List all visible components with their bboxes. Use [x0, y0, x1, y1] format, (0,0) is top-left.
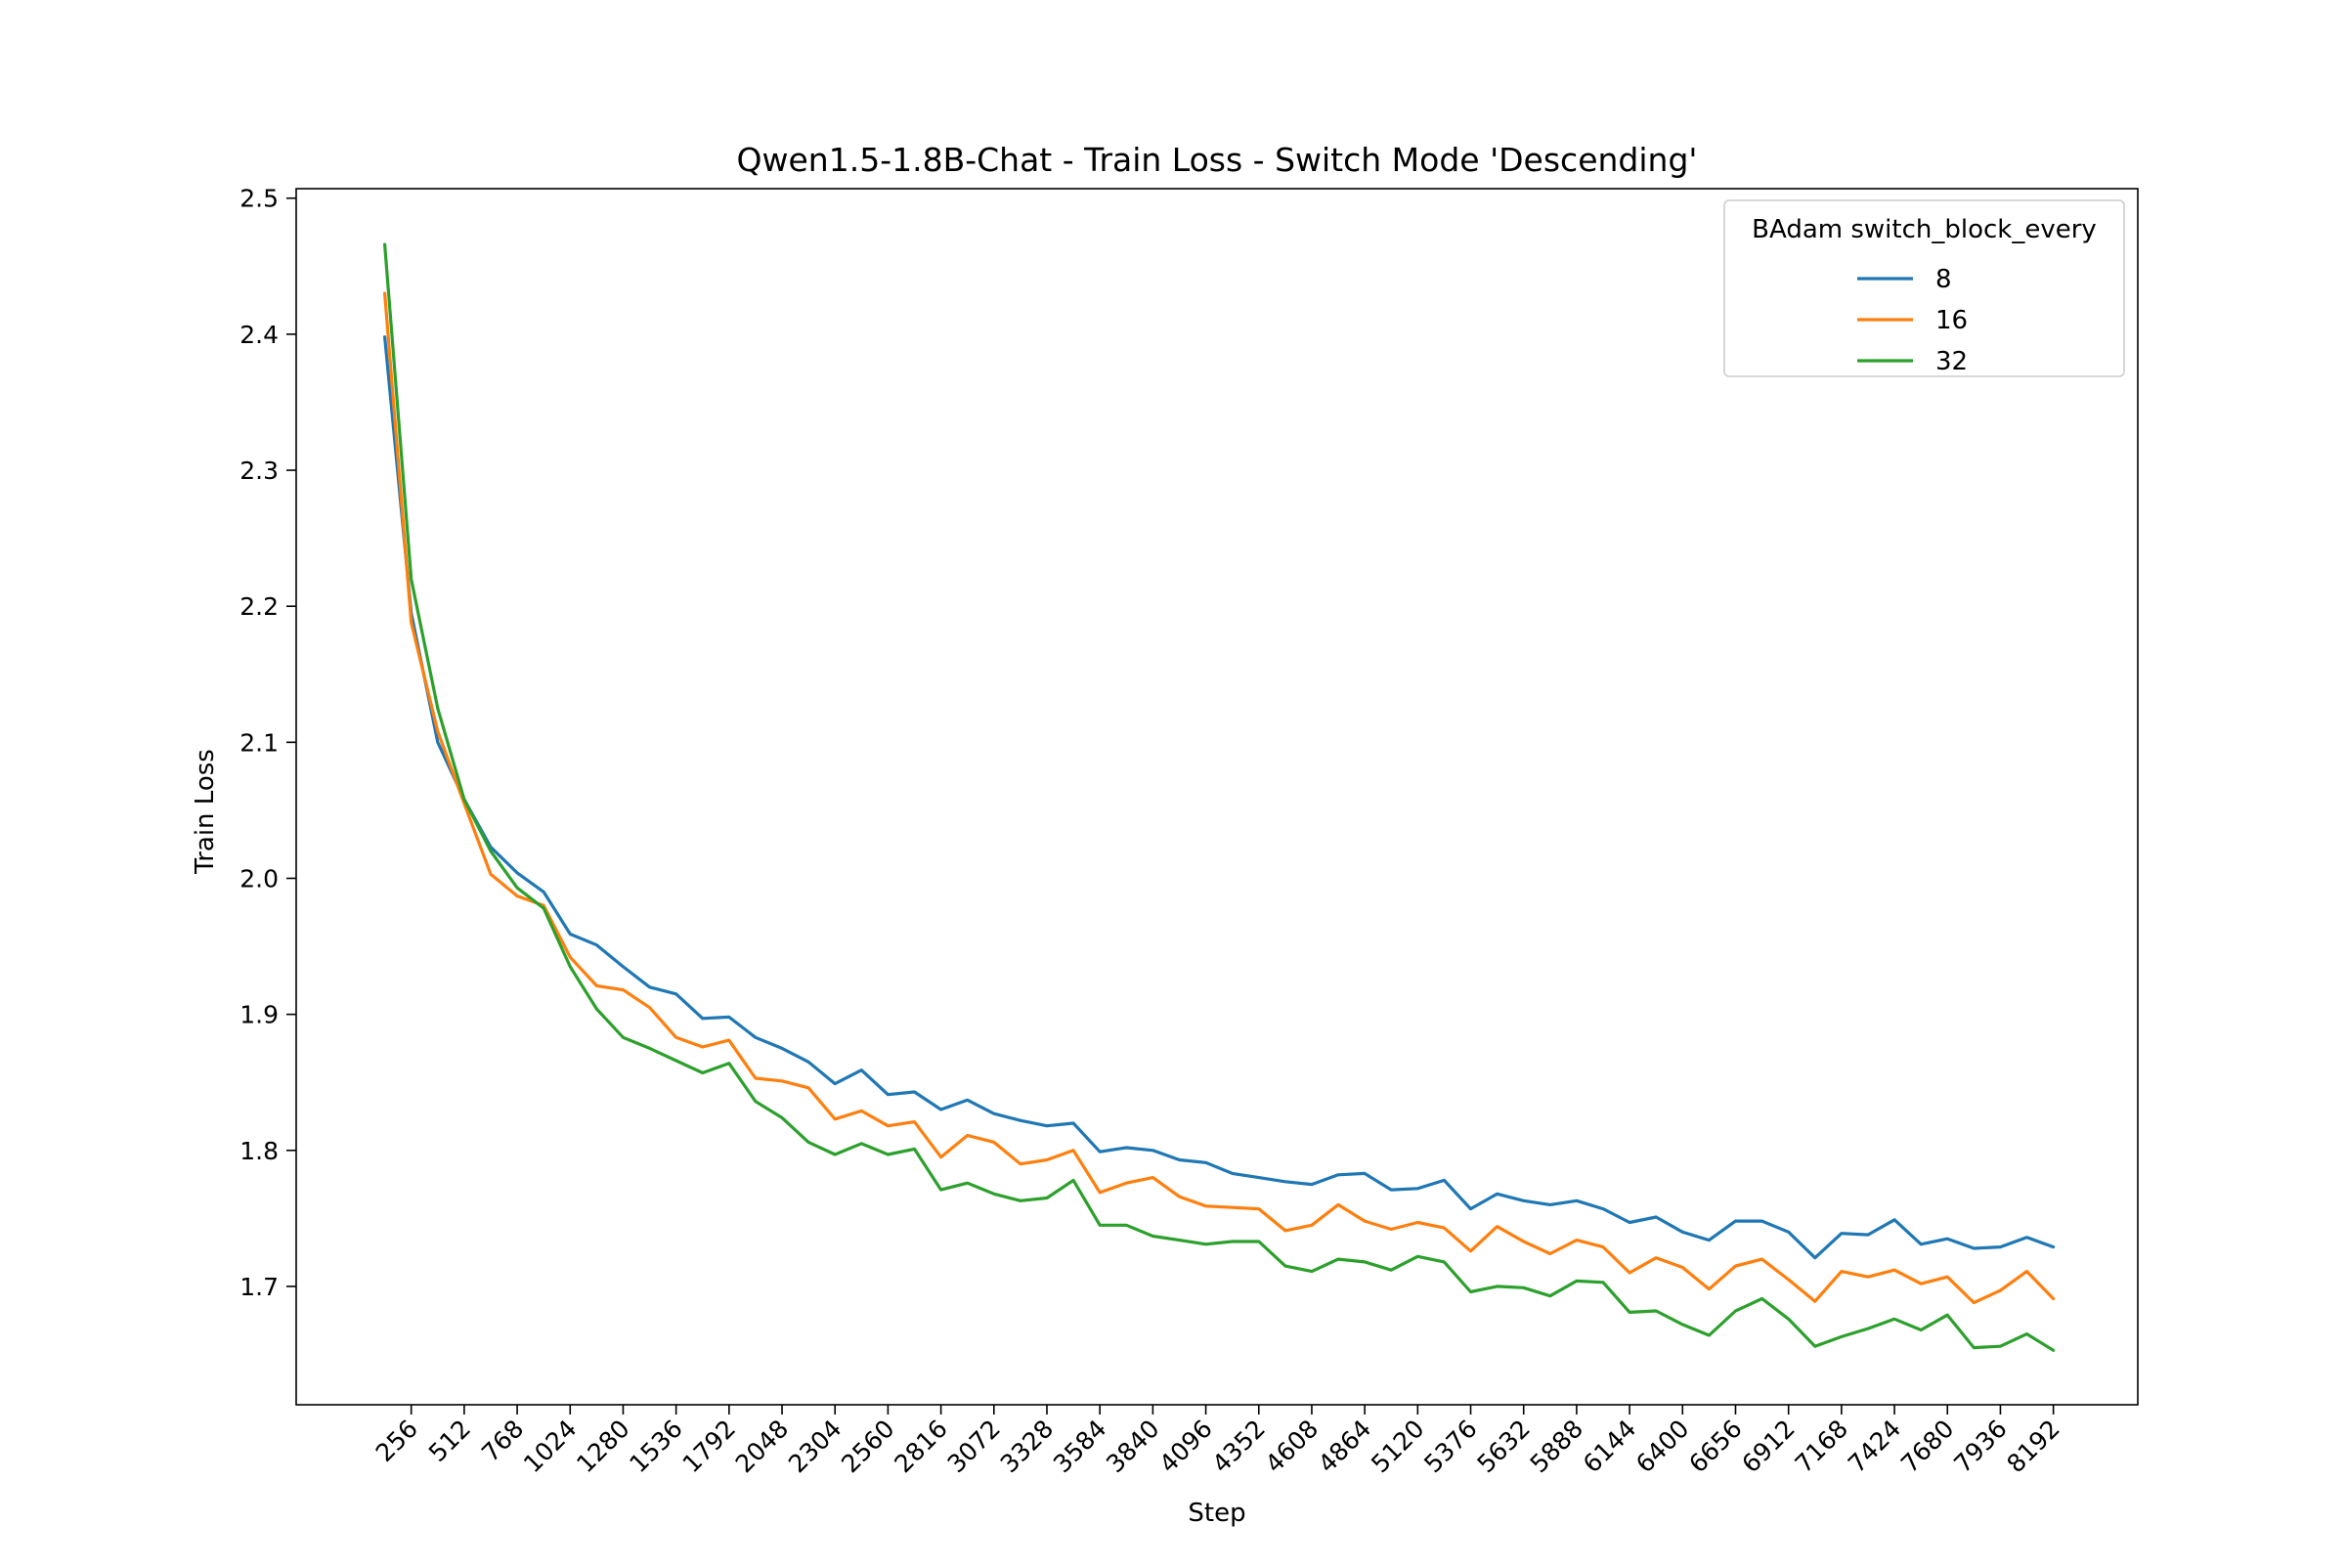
y-tick-label: 2.3	[239, 457, 279, 485]
y-tick-label: 1.9	[239, 1001, 279, 1029]
series-line-16	[383, 291, 2056, 1305]
x-tick-label: 6912	[1736, 1415, 1800, 1478]
x-tick-label: 256	[370, 1415, 423, 1467]
x-tick-label: 7168	[1790, 1415, 1853, 1478]
legend-label-8: 8	[1935, 265, 1952, 294]
x-tick-label: 3584	[1048, 1415, 1111, 1478]
x-tick-label: 2560	[836, 1415, 899, 1478]
x-tick-label: 1280	[571, 1415, 634, 1478]
x-tick-label: 7680	[1895, 1415, 1959, 1478]
x-tick-label: 1792	[677, 1415, 741, 1478]
x-tick-label: 1536	[624, 1415, 687, 1478]
x-tick-label: 5888	[1525, 1415, 1588, 1478]
y-tick-label: 1.8	[239, 1137, 279, 1165]
y-tick-label: 1.7	[239, 1273, 279, 1301]
x-tick-label: 6656	[1683, 1415, 1747, 1478]
y-tick-label: 2.4	[239, 321, 279, 349]
x-tick-label: 3328	[995, 1415, 1059, 1478]
legend-label-32: 32	[1935, 347, 1968, 376]
plot-frame	[295, 188, 2139, 1406]
chart-title: Qwen1.5-1.8B-Chat - Train Loss - Switch …	[737, 141, 1698, 179]
x-tick-label: 7936	[1948, 1415, 2012, 1478]
x-tick-label: 4096	[1153, 1415, 1217, 1478]
x-tick-label: 4864	[1313, 1415, 1376, 1478]
y-tick-label: 2.1	[239, 728, 279, 757]
x-axis-label: Step	[1188, 1499, 1245, 1528]
series-line-8	[383, 335, 2056, 1260]
x-tick-label: 8192	[2001, 1415, 2064, 1478]
x-tick-label: 2816	[889, 1415, 952, 1478]
series-layer	[383, 242, 2056, 1352]
x-tick-label: 5632	[1471, 1415, 1535, 1478]
legend: BAdam switch_block_every 8 16 32	[1723, 199, 2125, 377]
y-tick-label: 2.5	[239, 185, 279, 213]
legend-title: BAdam switch_block_every	[1752, 215, 2097, 244]
x-tick-label: 4608	[1260, 1415, 1324, 1478]
x-tick-label: 5376	[1418, 1415, 1482, 1478]
x-tick-label: 2048	[730, 1415, 794, 1478]
x-tick-label: 2304	[783, 1415, 847, 1478]
x-tick-label: 7424	[1843, 1415, 1906, 1478]
y-axis-label: Train Loss	[191, 749, 220, 875]
x-tick-label: 6400	[1630, 1415, 1694, 1478]
series-line-32	[383, 242, 2056, 1352]
x-tick-label: 5120	[1366, 1415, 1429, 1478]
x-tick-label: 1024	[518, 1415, 582, 1478]
x-tick-label: 3072	[942, 1415, 1006, 1478]
y-tick-label: 2.2	[239, 592, 279, 621]
x-tick-label: 512	[423, 1415, 476, 1467]
x-tick-label: 6144	[1578, 1415, 1641, 1478]
y-tick-label: 2.0	[239, 864, 279, 893]
legend-label-16: 16	[1935, 306, 1968, 335]
legend-box	[1723, 199, 2125, 377]
x-tick-label: 3840	[1101, 1415, 1164, 1478]
x-tick-label: 4352	[1207, 1415, 1271, 1478]
